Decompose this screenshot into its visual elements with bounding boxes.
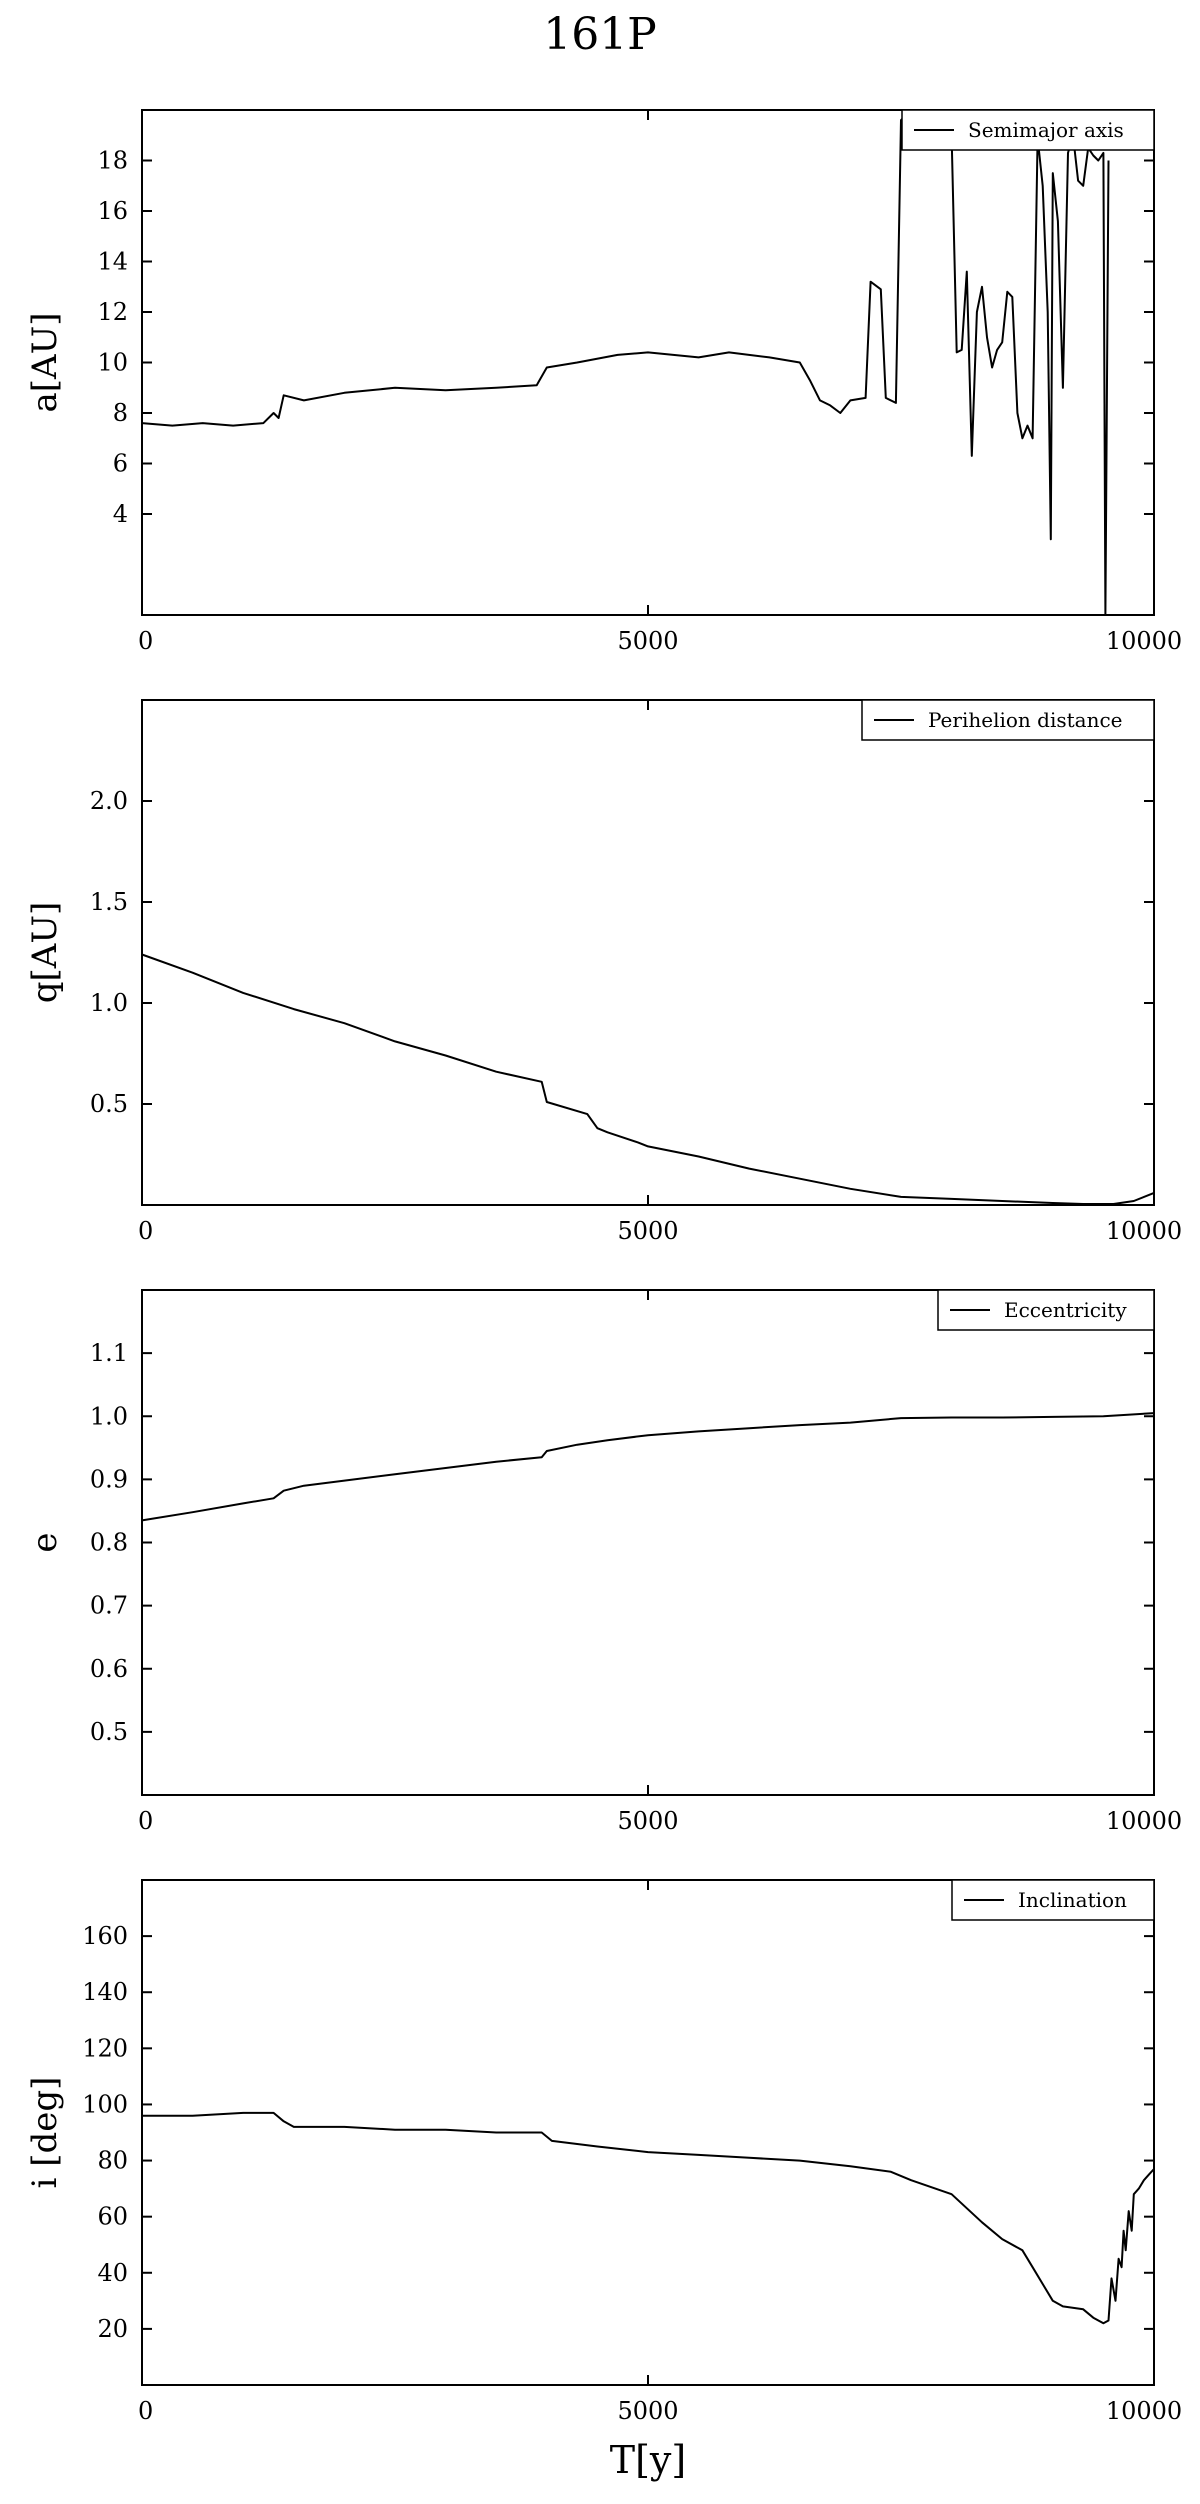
plot-frame bbox=[141, 699, 1155, 1206]
chart-panel-4: 0 5000 10000 20 40 60 80 100 120 140 160 i [deg] Inc… bbox=[25, 1879, 1182, 2425]
y-tick-label: 2.0 bbox=[90, 787, 128, 815]
x-tick-label: 0 bbox=[138, 1807, 153, 1835]
y-axis-label: i [deg] bbox=[25, 2077, 65, 2189]
y-tick-label: 18 bbox=[97, 147, 128, 175]
y-tick-label: 14 bbox=[97, 248, 128, 276]
y-tick-label: 140 bbox=[82, 1978, 128, 2006]
plot-frame bbox=[141, 1289, 1155, 1796]
y-axis-label: q[AU] bbox=[25, 902, 65, 1004]
chart-panel-3: 0 5000 10000 0.5 0.6 0.7 0.8 0.9 1.0 1.1 e Eccentri… bbox=[25, 1289, 1182, 1835]
page-title: 161P bbox=[543, 9, 657, 60]
y-tick-label: 6 bbox=[113, 450, 128, 478]
y-tick-label: 16 bbox=[97, 197, 128, 225]
y-tick-label: 8 bbox=[113, 399, 128, 427]
y-tick-label: 0.5 bbox=[90, 1090, 128, 1118]
x-tick-label: 0 bbox=[138, 627, 153, 655]
x-tick-label: 0 bbox=[138, 1217, 153, 1245]
x-tick-label: 10000 bbox=[1106, 1807, 1182, 1835]
legend: Eccentricity bbox=[937, 1289, 1155, 1331]
legend-label: Eccentricity bbox=[1004, 1298, 1127, 1322]
x-tick-label: 5000 bbox=[617, 1217, 678, 1245]
y-tick-label: 0.9 bbox=[90, 1465, 128, 1493]
series-line bbox=[141, 953, 1155, 1205]
y-tick-label: 0.7 bbox=[90, 1592, 128, 1620]
y-tick-label: 80 bbox=[97, 2147, 128, 2175]
y-tick-label: 1.0 bbox=[90, 989, 128, 1017]
x-tick-label: 5000 bbox=[617, 1807, 678, 1835]
chart-panel-1: 0 5000 10000 4 6 8 10 12 14 16 18 a[AU] Semimajor ax… bbox=[25, 109, 1182, 655]
x-tick-label: 10000 bbox=[1106, 2397, 1182, 2425]
x-axis-title: T[y] bbox=[609, 2438, 687, 2482]
series-line bbox=[141, 1412, 1155, 1522]
x-tick-label: 0 bbox=[138, 2397, 153, 2425]
y-tick-label: 1.0 bbox=[90, 1402, 128, 1430]
legend: Semimajor axis bbox=[901, 109, 1155, 151]
x-tick-label: 10000 bbox=[1106, 1217, 1182, 1245]
y-axis-label: a[AU] bbox=[25, 312, 65, 412]
y-tick-label: 4 bbox=[113, 500, 128, 528]
y-tick-label: 160 bbox=[82, 1922, 128, 1950]
legend-label: Semimajor axis bbox=[968, 118, 1124, 142]
y-tick-label: 1.5 bbox=[90, 888, 128, 916]
legend: Inclination bbox=[951, 1879, 1155, 1921]
plot-frame bbox=[141, 1879, 1155, 2386]
y-tick-label: 60 bbox=[97, 2203, 128, 2231]
y-tick-label: 0.5 bbox=[90, 1718, 128, 1746]
y-tick-label: 12 bbox=[97, 298, 128, 326]
legend: Perihelion distance bbox=[861, 699, 1155, 741]
y-tick-label: 40 bbox=[97, 2259, 128, 2287]
chart-panel-2: 0 5000 10000 0.5 1.0 1.5 2.0 q[AU] Perihelion di… bbox=[25, 699, 1182, 1245]
x-tick-label: 5000 bbox=[617, 627, 678, 655]
y-tick-label: 120 bbox=[82, 2034, 128, 2062]
y-axis-label: e bbox=[25, 1532, 65, 1552]
series-line bbox=[141, 114, 1110, 616]
y-tick-label: 0.6 bbox=[90, 1655, 128, 1683]
y-tick-label: 20 bbox=[97, 2315, 128, 2343]
plot-frame bbox=[141, 109, 1155, 616]
x-tick-label: 5000 bbox=[617, 2397, 678, 2425]
y-tick-label: 0.8 bbox=[90, 1529, 128, 1557]
y-tick-label: 10 bbox=[97, 349, 128, 377]
y-tick-label: 100 bbox=[82, 2090, 128, 2118]
series-line bbox=[142, 2111, 1155, 2325]
legend-label: Perihelion distance bbox=[928, 708, 1122, 732]
x-tick-label: 10000 bbox=[1106, 627, 1182, 655]
y-tick-label: 1.1 bbox=[90, 1339, 128, 1367]
legend-label: Inclination bbox=[1018, 1888, 1127, 1912]
